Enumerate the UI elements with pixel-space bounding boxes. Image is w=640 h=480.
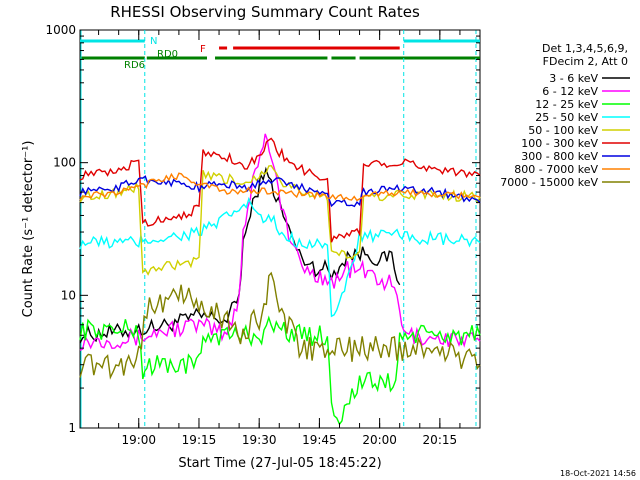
timestamp: 18-Oct-2021 14:56 bbox=[560, 469, 636, 478]
series-line-0 bbox=[79, 166, 401, 344]
legend-entry-label: 300 - 800 keV bbox=[521, 150, 598, 163]
series-line-5 bbox=[79, 137, 481, 243]
x-tick-label: 19:00 bbox=[121, 433, 156, 447]
flag-label-n: N bbox=[150, 36, 157, 47]
y-tick-label: 100 bbox=[53, 156, 76, 170]
axes: 1 10 100 1000 19:00 19:15 19:30 19:45 20:00 20:15 bbox=[45, 23, 480, 447]
x-tick-label: 19:45 bbox=[302, 433, 337, 447]
y-tick-label: 1 bbox=[68, 421, 76, 435]
legend-header-line-2: FDecim 2, Att 0 bbox=[543, 55, 628, 68]
series-line-8 bbox=[79, 271, 481, 380]
legend-entry-label: 12 - 25 keV bbox=[535, 98, 598, 111]
flag-label-rd6: RD6 bbox=[124, 60, 145, 71]
x-tick-label: 19:15 bbox=[182, 433, 217, 447]
flag-label-f: F bbox=[200, 44, 206, 55]
series-line-4 bbox=[79, 164, 481, 276]
y-tick-label: 10 bbox=[61, 288, 76, 302]
y-axis-title: Count Rate (s⁻¹ detector⁻¹) bbox=[21, 141, 36, 318]
flag-label-rd0: RD0 bbox=[157, 49, 178, 60]
legend-entry-label: 3 - 6 keV bbox=[549, 72, 598, 85]
y-tick-label: 1000 bbox=[45, 23, 76, 37]
x-tick-label: 19:30 bbox=[242, 433, 277, 447]
legend-entry-label: 7000 - 15000 keV bbox=[500, 176, 598, 189]
x-tick-label: 20:00 bbox=[362, 433, 397, 447]
legend-entry-label: 25 - 50 keV bbox=[535, 111, 598, 124]
legend-entry-label: 6 - 12 keV bbox=[542, 85, 598, 98]
flag-bars: N F RD0 RD6 bbox=[80, 30, 480, 428]
series-line-1 bbox=[79, 133, 481, 352]
x-axis-title: Start Time (27-Jul-05 18:45:22) bbox=[178, 456, 381, 471]
legend-header-line-1: Det 1,3,4,5,6,9, bbox=[542, 42, 628, 55]
series-line-3 bbox=[79, 196, 481, 318]
series-line-7 bbox=[79, 172, 481, 202]
legend-entry-label: 800 - 7000 keV bbox=[514, 163, 598, 176]
plot-area bbox=[79, 29, 481, 429]
plot-frame bbox=[79, 29, 481, 429]
chart-title: RHESSI Observing Summary Count Rates bbox=[110, 3, 420, 21]
legend-entry-label: 50 - 100 keV bbox=[528, 124, 598, 137]
legend: Det 1,3,4,5,6,9, FDecim 2, Att 0 3 - 6 k… bbox=[500, 42, 630, 189]
series-line-2 bbox=[79, 315, 481, 426]
x-tick-label: 20:15 bbox=[423, 433, 458, 447]
legend-entry-label: 100 - 300 keV bbox=[521, 137, 598, 150]
series-lines bbox=[79, 133, 481, 426]
